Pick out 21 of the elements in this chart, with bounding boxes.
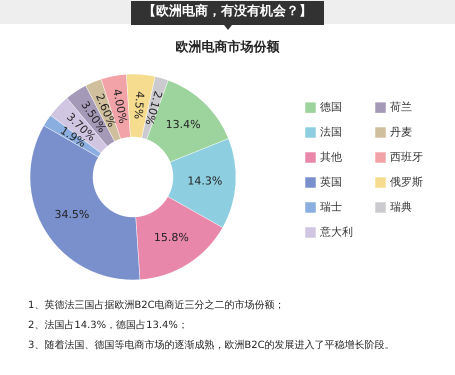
data-label: 15.8% — [154, 230, 189, 244]
text: 1、英德法三国占据欧洲B2C电商近三分之二的市场份额； — [28, 298, 286, 313]
data-label: 4.5% — [131, 90, 147, 120]
legend-label: 瑞士 — [320, 200, 342, 214]
legend-label: 荷兰 — [390, 100, 412, 114]
chart-subtitle: 欧洲电商市场份额 — [174, 38, 280, 56]
legend-label: 意大利 — [319, 226, 353, 238]
chart-title: 【欧洲电商，有没有机会？】 — [131, 1, 324, 25]
text: 2、法国占14.3%，德国占13.4%； — [28, 318, 189, 333]
legend-label: 法国 — [320, 126, 342, 138]
text: 3、随着法国、德国等电商市场的逐渐成熟，欧洲B2C的发展进入了平稳增长阶段。 — [28, 338, 395, 353]
data-label: 14.3% — [187, 174, 222, 188]
legend-label: 其他 — [320, 150, 342, 164]
legend-label: 俄罗斯 — [390, 176, 423, 188]
legend-label: 瑞典 — [390, 200, 412, 214]
legend-label: 西班牙 — [390, 150, 423, 164]
legend-label: 英国 — [320, 176, 342, 188]
legend-label: 丹麦 — [390, 126, 412, 138]
data-label: 34.5% — [54, 208, 90, 222]
data-label: 13.4% — [166, 118, 201, 132]
legend-label: 德国 — [320, 100, 342, 114]
